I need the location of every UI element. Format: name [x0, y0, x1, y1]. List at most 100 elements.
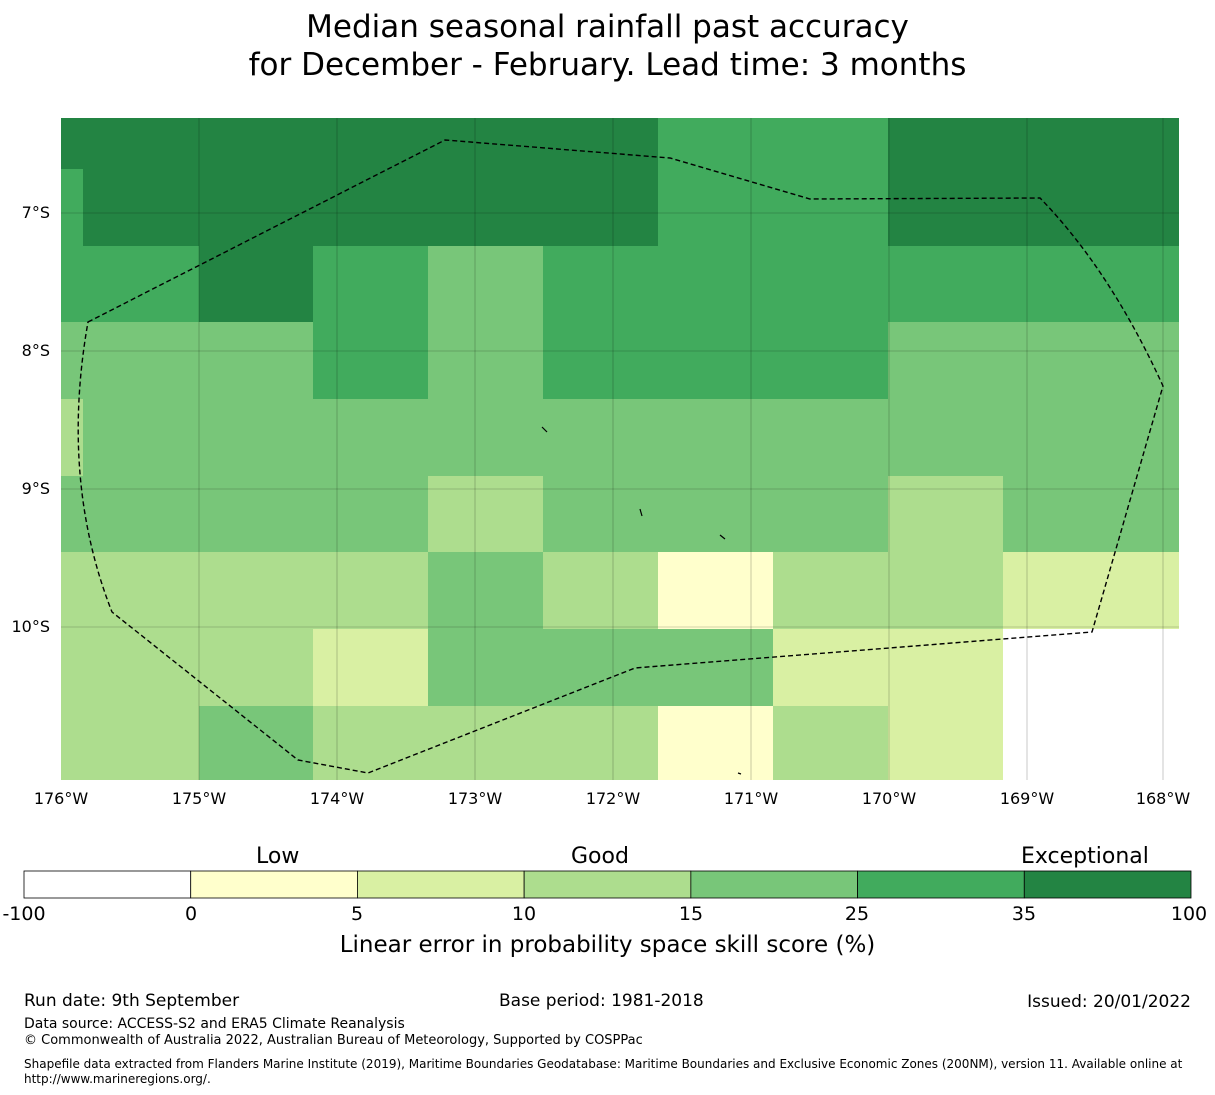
map-cell	[428, 322, 543, 399]
eez-boundary	[77, 139, 1164, 774]
chart-title-line-1: Median seasonal rainfall past accuracy	[306, 9, 909, 45]
map-cell	[428, 476, 543, 552]
map-cell	[1003, 246, 1179, 322]
map-cell	[543, 322, 658, 399]
map-cell	[773, 322, 888, 399]
map-cell	[61, 118, 83, 169]
lon-label: 176°W	[33, 789, 89, 808]
lon-label: 174°W	[309, 789, 365, 808]
map-cells	[61, 118, 1179, 780]
copyright: © Commonwealth of Australia 2022, Austra…	[24, 1033, 643, 1048]
map-cell	[199, 629, 313, 706]
map-cell	[1003, 552, 1179, 629]
map-cell	[658, 706, 773, 780]
colorbar-category-good: Good	[571, 844, 629, 869]
island-marker	[719, 534, 726, 540]
map-cell	[61, 322, 199, 399]
map-cell	[658, 246, 773, 322]
map-cell	[313, 118, 428, 246]
map-cell	[428, 706, 543, 780]
lon-label: 175°W	[171, 789, 227, 808]
map-cell	[1003, 476, 1179, 552]
map-cell	[61, 169, 83, 322]
map-cell	[658, 322, 773, 399]
colorbar-swatch	[357, 870, 525, 899]
map-cell	[543, 706, 658, 780]
island-marker	[639, 508, 643, 517]
lon-label: 172°W	[585, 789, 641, 808]
map-cell	[543, 399, 658, 476]
map-cell	[428, 399, 543, 476]
map-cell	[61, 399, 83, 476]
colorbar-tick: 0	[184, 903, 198, 925]
lon-label: 173°W	[447, 789, 503, 808]
map-cell	[773, 706, 888, 780]
lat-label: 10°S	[11, 617, 50, 636]
lat-label: 7°S	[21, 203, 50, 222]
map-cell	[313, 476, 428, 552]
issued-date: Issued: 20/01/2022	[1027, 992, 1191, 1012]
lon-label: 170°W	[861, 789, 917, 808]
colorbar-tick: 25	[844, 903, 870, 925]
map-cell	[428, 629, 543, 706]
lon-label: 168°W	[1135, 789, 1191, 808]
colorbar-swatch	[1023, 870, 1192, 899]
map-cell	[1003, 706, 1179, 780]
map-cell	[658, 399, 773, 476]
colorbar-tick: 15	[678, 903, 704, 925]
shapefile-credit: Shapefile data extracted from Flanders M…	[24, 1057, 1183, 1086]
map-cell	[773, 246, 888, 322]
map-cell	[428, 118, 543, 246]
colorbar-tick: 10	[511, 903, 537, 925]
map-cell	[313, 246, 428, 322]
map-cell	[773, 476, 888, 552]
island-marker	[737, 772, 742, 775]
map-cell	[658, 629, 773, 706]
map-cell	[61, 118, 199, 246]
map-gridlines	[61, 118, 1179, 780]
colorbar-tick: 35	[1011, 903, 1037, 925]
map-cell	[199, 706, 313, 780]
map-cell	[773, 552, 888, 629]
map-cell	[543, 246, 658, 322]
colorbar-swatch	[23, 870, 192, 899]
base-period: Base period: 1981-2018	[499, 991, 704, 1011]
map-cell	[313, 399, 428, 476]
map-cell	[1003, 118, 1179, 246]
lon-label: 171°W	[723, 789, 779, 808]
colorbar-swatch	[690, 870, 858, 899]
map-cell	[658, 552, 773, 629]
run-date: Run date: 9th September	[24, 991, 240, 1011]
colorbar-category-low: Low	[256, 844, 300, 869]
map-cell	[773, 629, 888, 706]
map-cell	[199, 246, 313, 322]
map-cell	[199, 322, 313, 399]
colorbar-tick: -100	[2, 903, 46, 925]
map-cell	[1003, 322, 1179, 399]
map-cell	[61, 399, 199, 476]
map-cell	[543, 552, 658, 629]
island-marker	[541, 426, 548, 433]
map-cell	[773, 118, 888, 246]
map-cell	[543, 476, 658, 552]
map-cell	[543, 118, 658, 246]
map-cell	[428, 552, 543, 629]
map-cell	[61, 246, 199, 322]
colorbar-swatch	[857, 870, 1025, 899]
map-cell	[61, 629, 199, 706]
map-cell	[773, 399, 888, 476]
map-cell	[199, 552, 313, 629]
map-cell	[658, 118, 773, 246]
lat-label: 9°S	[21, 479, 50, 498]
map-cell	[313, 706, 428, 780]
colorbar-tick: 5	[350, 903, 364, 925]
colorbar	[23, 870, 1192, 899]
colorbar-label: Linear error in probability space skill …	[339, 932, 876, 958]
lat-label: 8°S	[21, 341, 50, 360]
map-cell	[658, 476, 773, 552]
map-cell	[313, 322, 428, 399]
map-cell	[61, 706, 199, 780]
map-cell	[61, 476, 199, 552]
colorbar-category-exceptional: Exceptional	[1021, 844, 1149, 869]
